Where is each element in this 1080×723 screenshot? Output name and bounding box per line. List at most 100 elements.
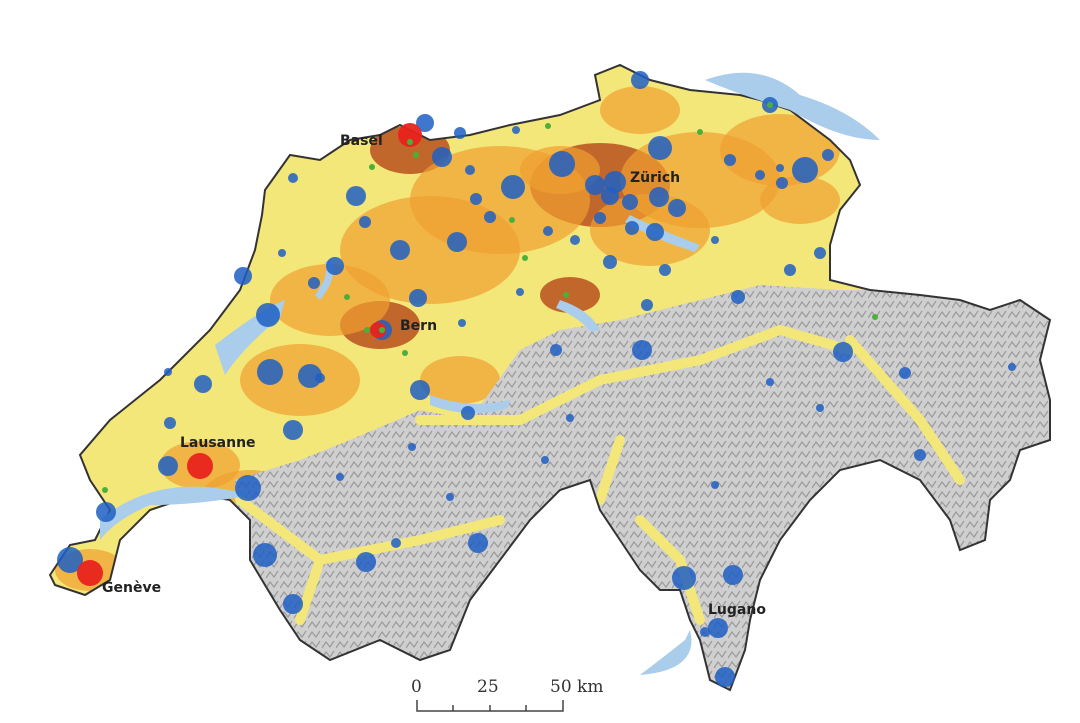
green-dot [563,292,569,298]
population-circle [601,187,619,205]
lake [620,630,692,690]
population-circle [257,359,283,385]
population-circle [648,136,672,160]
population-circle [723,565,743,585]
city-label-bern: Bern [400,318,437,334]
population-circle [416,114,434,132]
population-circle [356,552,376,572]
population-circle [711,481,719,489]
population-circle [359,216,371,228]
green-dot [413,152,419,158]
major-city-circle [77,560,103,586]
population-circle [326,257,344,275]
population-circle [1008,363,1016,371]
major-city-circle [398,123,422,147]
population-circle [346,186,366,206]
valley [845,335,965,485]
population-circle [235,475,261,501]
population-circle [816,404,824,412]
population-circle [298,364,322,388]
population-circle [308,277,320,289]
lake [556,300,600,332]
population-circle [814,247,826,259]
lake [430,395,510,414]
population-circle [516,288,524,296]
population-circle [468,533,488,553]
city-label-lausanne: Lausanne [180,435,256,451]
population-circle [594,212,606,224]
population-circle [632,340,652,360]
green-dot [102,487,108,493]
population-circle [672,566,696,590]
scale-bar: 0 25 50 km [411,677,603,712]
population-circle [659,264,671,276]
population-circle [585,175,605,195]
population-circle [549,151,575,177]
green-dot [379,327,385,333]
population-circle [458,319,466,327]
population-circle [700,627,710,637]
urban-area [420,356,500,404]
population-circle [570,235,580,245]
population-circle [550,344,562,356]
green-dot [364,327,370,333]
population-circle [755,170,765,180]
population-circle [776,164,784,172]
population-circle [461,406,475,420]
population-circle [724,154,736,166]
population-circle [603,255,617,269]
lake [100,486,250,540]
green-dot [369,164,375,170]
urban-area [540,277,600,313]
valley [415,324,855,425]
city-label-basel: Basel [340,133,383,149]
green-dot [545,123,551,129]
population-circle [336,473,344,481]
scale-line [416,700,564,712]
population-circle [465,165,475,175]
green-dot [697,129,703,135]
major-city-circle [187,453,213,479]
green-dot [407,139,413,145]
population-circle [833,342,853,362]
green-dot [509,217,515,223]
green-dot [872,314,878,320]
population-circle [641,299,653,311]
population-circle [283,420,303,440]
population-circle [715,667,735,687]
population-circle [454,127,466,139]
green-dot [522,255,528,261]
urban-area [270,264,390,336]
population-circle [566,414,574,422]
population-circle [253,543,277,567]
lake [705,72,880,140]
population-circle [766,378,774,386]
population-circle [432,147,452,167]
valley [295,555,325,625]
population-circle [784,264,796,276]
population-circle [711,236,719,244]
urban-area [600,86,680,134]
population-circle [731,290,745,304]
population-circle [278,249,286,257]
population-circle [649,187,669,207]
population-circle [484,211,496,223]
population-circle [512,126,520,134]
population-circle [543,226,553,236]
valley [235,495,505,566]
population-circle [792,157,818,183]
population-circle [646,223,664,241]
city-label-geneve: Genève [102,580,161,596]
city-label-lugano: Lugano [708,602,766,618]
green-dot [344,294,350,300]
population-circle [501,175,525,199]
population-circle [446,493,454,501]
urban-area [340,196,520,304]
population-circle [408,443,416,451]
urban-area [760,176,840,224]
population-circle [158,456,178,476]
population-circle [288,173,298,183]
population-circle [164,368,172,376]
major-city-circle [370,322,386,338]
